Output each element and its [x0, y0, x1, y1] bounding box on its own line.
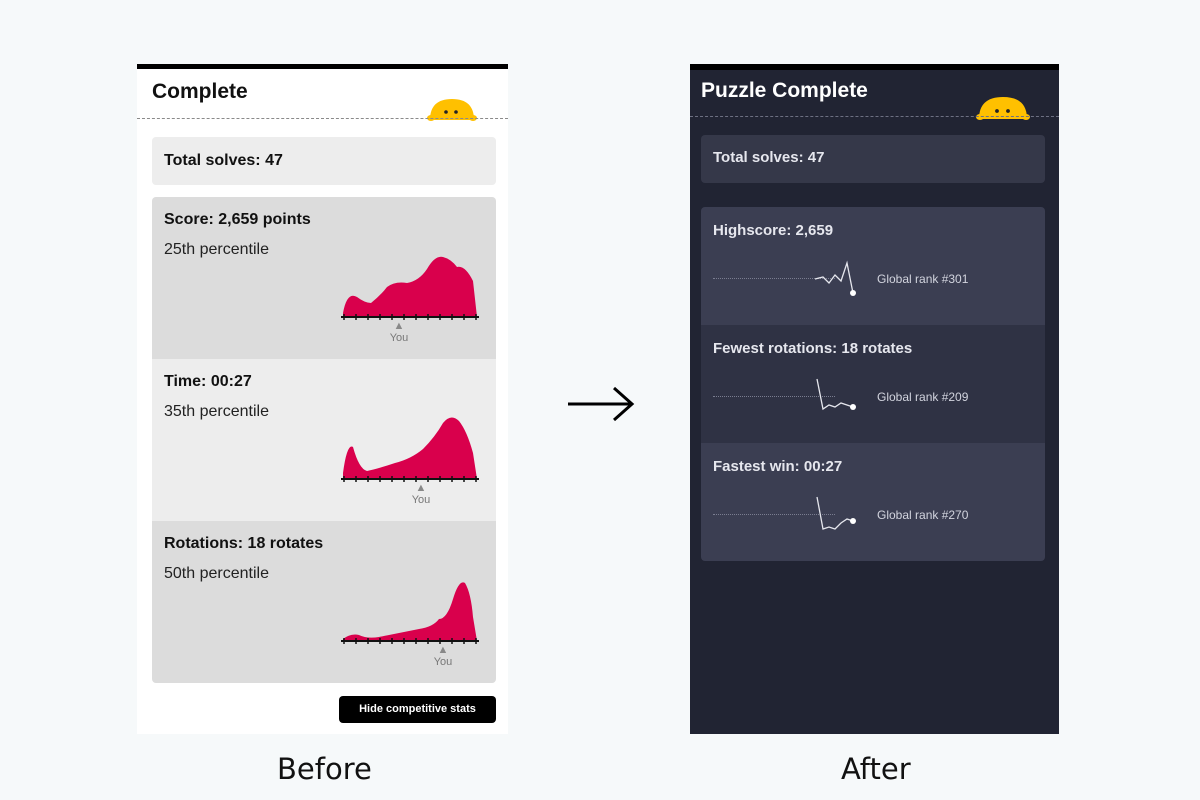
- fewest-rotations-stat-card: Fewest rotations: 18 rotates Global rank…: [701, 325, 1045, 443]
- dotted-line: [713, 278, 835, 279]
- rank-sparkline: [814, 260, 856, 296]
- stat-label: Fastest win: 00:27: [713, 458, 843, 475]
- distribution-chart: [341, 256, 479, 320]
- global-rank: Global rank #301: [877, 272, 969, 286]
- rank-sparkline: [816, 378, 856, 411]
- before-panel: Complete Total solves: 47 Score: 2,659 p…: [137, 64, 508, 734]
- after-panel: Puzzle Complete Total solves: 47 Highsco…: [690, 64, 1059, 734]
- stat-label: Time: 00:27: [164, 373, 252, 390]
- stat-label: Rotations: 18 rotates: [164, 535, 324, 552]
- page-title: Complete: [152, 80, 248, 103]
- stat-label: Fewest rotations: 18 rotates: [713, 340, 913, 357]
- stat-percentile: 25th percentile: [164, 241, 269, 258]
- highscore-stat-card: Highscore: 2,659 Global rank #301: [701, 207, 1045, 325]
- mascot-icon: [426, 96, 478, 127]
- global-rank: Global rank #270: [877, 508, 969, 522]
- title-divider: [137, 118, 508, 119]
- mascot-icon: [975, 94, 1031, 126]
- before-caption: Before: [277, 752, 372, 786]
- you-label: You: [389, 332, 409, 344]
- after-caption: After: [841, 752, 911, 786]
- marker-triangle-icon: ▲: [415, 482, 427, 494]
- page-title: Puzzle Complete: [701, 79, 868, 102]
- time-stat-card: Time: 00:27 35th percentile ▲ You: [152, 359, 496, 521]
- title-divider: [690, 116, 1059, 117]
- you-marker: ▲ You: [406, 482, 436, 507]
- stats-list: Highscore: 2,659 Global rank #301 Fewest…: [701, 207, 1045, 561]
- stat-label: Score: 2,659 points: [164, 211, 311, 228]
- marker-triangle-icon: ▲: [393, 320, 405, 332]
- stat-percentile: 50th percentile: [164, 565, 269, 582]
- stat-label: Highscore: 2,659: [713, 222, 834, 239]
- total-solves: Total solves: 47: [152, 137, 496, 185]
- global-rank: Global rank #209: [877, 390, 969, 404]
- you-marker: ▲ You: [428, 644, 458, 669]
- rank-sparkline: [816, 496, 856, 530]
- stat-percentile: 35th percentile: [164, 403, 269, 420]
- you-label: You: [433, 656, 453, 668]
- distribution-chart: [341, 417, 479, 482]
- you-marker: ▲ You: [384, 320, 414, 345]
- you-label: You: [411, 494, 431, 506]
- arrow-right-icon: [566, 384, 636, 429]
- top-bar: [137, 64, 508, 69]
- distribution-chart: [341, 582, 479, 644]
- rotations-stat-card: Rotations: 18 rotates 50th percentile ▲ …: [152, 521, 496, 683]
- hide-competitive-stats-button[interactable]: Hide competitive stats: [339, 696, 496, 723]
- dotted-line: [713, 514, 835, 515]
- fastest-win-stat-card: Fastest win: 00:27 Global rank #270: [701, 443, 1045, 561]
- total-solves: Total solves: 47: [701, 135, 1045, 183]
- dotted-line: [713, 396, 835, 397]
- marker-triangle-icon: ▲: [437, 644, 449, 656]
- top-bar: [690, 64, 1059, 70]
- score-stat-card: Score: 2,659 points 25th percentile ▲ Yo…: [152, 197, 496, 359]
